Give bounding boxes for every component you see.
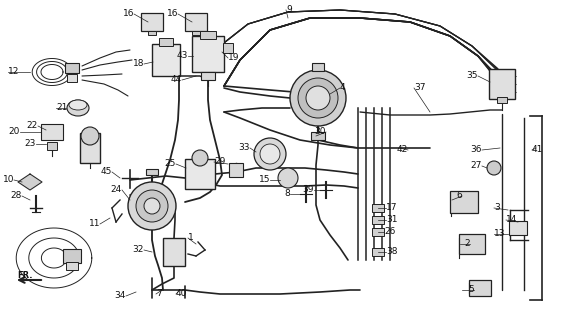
Bar	[372, 248, 384, 256]
Text: 27: 27	[471, 162, 482, 171]
Text: 32: 32	[132, 245, 144, 254]
Bar	[311, 132, 325, 140]
Bar	[163, 238, 185, 266]
Circle shape	[298, 78, 338, 118]
Text: 44: 44	[171, 76, 182, 84]
Text: 20: 20	[9, 127, 20, 137]
Text: 11: 11	[89, 220, 100, 228]
Bar	[146, 169, 158, 175]
Text: 24: 24	[111, 186, 122, 195]
Text: 21: 21	[56, 103, 68, 113]
Text: 19: 19	[228, 53, 240, 62]
Text: 33: 33	[239, 143, 250, 153]
Text: 42: 42	[397, 146, 408, 155]
Text: 16: 16	[123, 10, 134, 19]
Bar	[159, 38, 173, 46]
Text: 34: 34	[115, 292, 126, 300]
Text: 39: 39	[303, 186, 314, 195]
Text: 36: 36	[470, 146, 482, 155]
Circle shape	[192, 150, 208, 166]
Circle shape	[278, 168, 298, 188]
Bar	[312, 63, 324, 71]
Bar	[141, 13, 163, 31]
Bar	[47, 142, 57, 150]
Ellipse shape	[69, 100, 87, 110]
Text: 7: 7	[156, 290, 162, 299]
Text: 13: 13	[494, 229, 506, 238]
Text: 30: 30	[315, 127, 326, 137]
Text: 1: 1	[188, 234, 194, 243]
Text: 14: 14	[506, 215, 517, 225]
Text: 22: 22	[27, 122, 38, 131]
Text: 5: 5	[468, 285, 474, 294]
Text: 8: 8	[284, 189, 290, 198]
Text: 9: 9	[286, 5, 292, 14]
Text: 18: 18	[132, 60, 144, 68]
Bar	[497, 97, 507, 103]
Text: 41: 41	[532, 146, 544, 155]
Circle shape	[81, 127, 99, 145]
Text: 10: 10	[2, 175, 14, 185]
Text: 38: 38	[386, 247, 398, 257]
Circle shape	[254, 138, 286, 170]
Bar	[450, 191, 478, 213]
Text: 15: 15	[258, 175, 270, 185]
Bar	[489, 69, 515, 99]
Text: 6: 6	[456, 191, 462, 201]
Circle shape	[487, 161, 501, 175]
Bar	[372, 216, 384, 224]
Bar	[148, 31, 156, 35]
Text: 31: 31	[386, 215, 398, 225]
Bar	[200, 31, 216, 39]
Bar	[65, 63, 79, 73]
Text: 45: 45	[101, 167, 112, 177]
Bar	[372, 204, 384, 212]
Text: 23: 23	[24, 140, 36, 148]
Bar	[185, 13, 207, 31]
Text: 40: 40	[176, 290, 187, 299]
Text: 17: 17	[386, 204, 398, 212]
Bar	[152, 44, 180, 76]
Circle shape	[306, 86, 330, 110]
Bar	[459, 234, 485, 254]
Circle shape	[136, 190, 168, 222]
Bar	[185, 159, 215, 189]
Bar	[469, 280, 491, 296]
Bar	[67, 74, 77, 82]
Polygon shape	[18, 174, 42, 190]
Text: 28: 28	[11, 191, 22, 201]
Circle shape	[290, 70, 346, 126]
Text: 37: 37	[414, 84, 425, 92]
Text: 35: 35	[466, 71, 478, 81]
Bar	[192, 36, 224, 72]
Text: FR.: FR.	[17, 271, 32, 280]
Circle shape	[260, 144, 280, 164]
Bar	[80, 133, 100, 163]
Text: 16: 16	[166, 10, 178, 19]
Bar	[41, 124, 63, 140]
Bar	[63, 249, 81, 263]
Bar	[66, 262, 78, 270]
Ellipse shape	[67, 100, 89, 116]
Circle shape	[128, 182, 176, 230]
Text: 4: 4	[340, 84, 345, 92]
Bar	[229, 163, 243, 177]
Text: 3: 3	[494, 204, 500, 212]
Text: 43: 43	[177, 52, 188, 60]
Bar	[509, 221, 527, 235]
Text: 12: 12	[8, 68, 19, 76]
Bar	[192, 31, 200, 35]
Text: 26: 26	[384, 228, 395, 236]
Text: 25: 25	[165, 159, 176, 169]
Bar	[223, 43, 233, 53]
Circle shape	[144, 198, 160, 214]
Bar	[201, 72, 215, 80]
Text: 2: 2	[465, 239, 470, 249]
Bar	[372, 228, 384, 236]
Text: 29: 29	[214, 157, 225, 166]
